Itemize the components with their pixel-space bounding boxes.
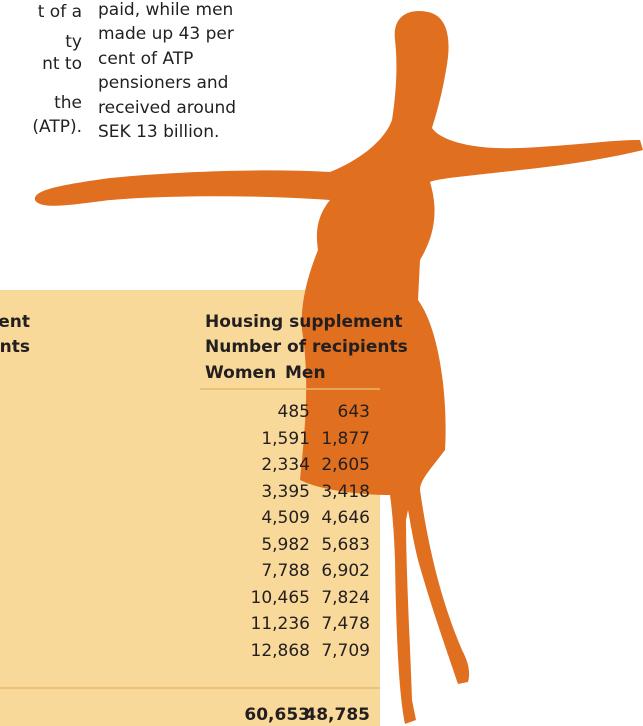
text-line: SEK 13 billion.: [98, 122, 219, 142]
text-line: paid, while men: [98, 0, 233, 20]
column-header: Women: [205, 363, 276, 383]
table-cell: 485: [278, 402, 310, 422]
table-cell: 6,902: [321, 561, 370, 581]
table-cell: 4,509: [261, 508, 310, 528]
table-cell: 7,788: [261, 561, 310, 581]
table-cell: 643: [338, 402, 370, 422]
column-header: Men: [285, 363, 326, 383]
table-header: Number of recipients: [205, 337, 408, 357]
table-header: nts: [0, 337, 30, 357]
text-line: ty: [65, 32, 82, 52]
table-cell: 11,236: [251, 614, 310, 634]
table-cell: 1,877: [321, 429, 370, 449]
table-cell: 2,605: [321, 455, 370, 475]
table-total: 60,653: [244, 705, 310, 725]
text-line: pensioners and: [98, 73, 228, 93]
text-line: cent of ATP: [98, 49, 193, 69]
table-header: Housing supplement: [205, 312, 403, 332]
table-cell: 5,683: [321, 535, 370, 555]
table-cell: 3,418: [321, 482, 370, 502]
text-line: t of a: [38, 2, 82, 22]
table-cell: 7,478: [321, 614, 370, 634]
table-cell: 12,868: [251, 641, 310, 661]
text-line: nt to: [42, 54, 82, 74]
text-line: the: [54, 93, 82, 113]
table-cell: 10,465: [251, 588, 310, 608]
text-line: received around: [98, 98, 236, 118]
table-cell: 1,591: [261, 429, 310, 449]
text-line: (ATP).: [32, 117, 82, 137]
table-cell: 2,334: [261, 455, 310, 475]
text-line: made up 43 per: [98, 24, 234, 44]
table-cell: 7,824: [321, 588, 370, 608]
document-page: t of a tynt to the (ATP). paid, while men mad…: [0, 0, 643, 726]
table-cell: 4,646: [321, 508, 370, 528]
table-header: ent: [0, 312, 30, 332]
table-cell: 7,709: [321, 641, 370, 661]
table-cell: 5,982: [261, 535, 310, 555]
table-cell: 3,395: [261, 482, 310, 502]
table-total: 48,785: [304, 705, 370, 725]
